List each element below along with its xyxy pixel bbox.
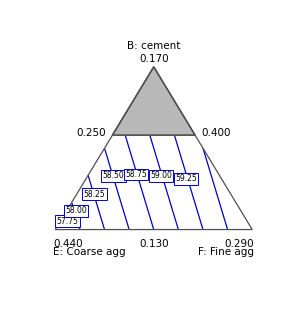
Text: 58.75: 58.75: [125, 170, 147, 179]
Text: F: Fine agg: F: Fine agg: [198, 247, 254, 257]
Text: E: Coarse agg: E: Coarse agg: [53, 247, 126, 257]
Text: 59.25: 59.25: [175, 174, 197, 183]
Text: 0.130: 0.130: [139, 239, 169, 249]
Text: B: cement: B: cement: [127, 41, 180, 51]
Polygon shape: [112, 67, 195, 135]
Text: 0.440: 0.440: [53, 239, 83, 249]
Text: 58.25: 58.25: [84, 190, 106, 199]
Text: 0.400: 0.400: [201, 128, 231, 138]
Text: 57.75: 57.75: [57, 217, 79, 226]
Text: 0.170: 0.170: [139, 54, 169, 64]
Text: 0.290: 0.290: [225, 239, 254, 249]
Text: 59.00: 59.00: [150, 171, 172, 180]
Text: 58.00: 58.00: [65, 206, 87, 215]
Text: 58.50: 58.50: [102, 171, 124, 180]
Text: 0.250: 0.250: [76, 128, 106, 138]
